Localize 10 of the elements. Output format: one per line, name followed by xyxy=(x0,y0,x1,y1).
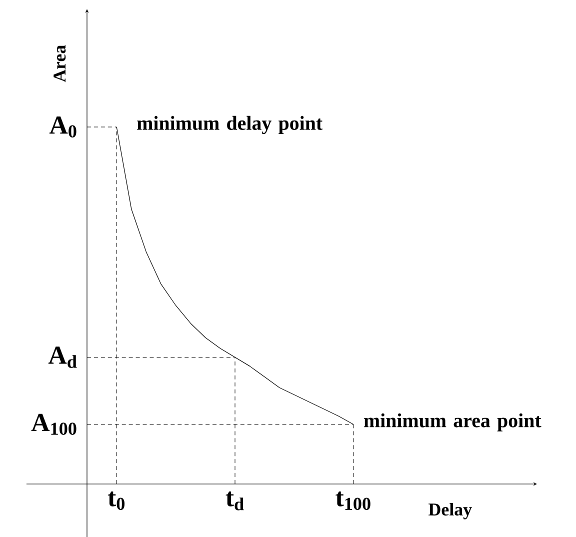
y-axis-title: Area xyxy=(54,45,66,82)
annotation: minimum area point xyxy=(364,413,542,432)
ref-line-label: A$_{100}$ xyxy=(31,414,76,435)
x-tick-label: t$_{100}$ xyxy=(336,492,370,510)
x-tick-label: t$_{d}$ xyxy=(226,492,244,510)
ref-line-label: A$_{d}$ xyxy=(48,346,77,368)
x-axis-title: Delay xyxy=(428,502,472,520)
x-tick-label: t$_{0}$ xyxy=(108,492,125,510)
annotation: minimum delay point xyxy=(137,116,322,134)
ref-line-label: A$_{0}$ xyxy=(49,116,76,138)
